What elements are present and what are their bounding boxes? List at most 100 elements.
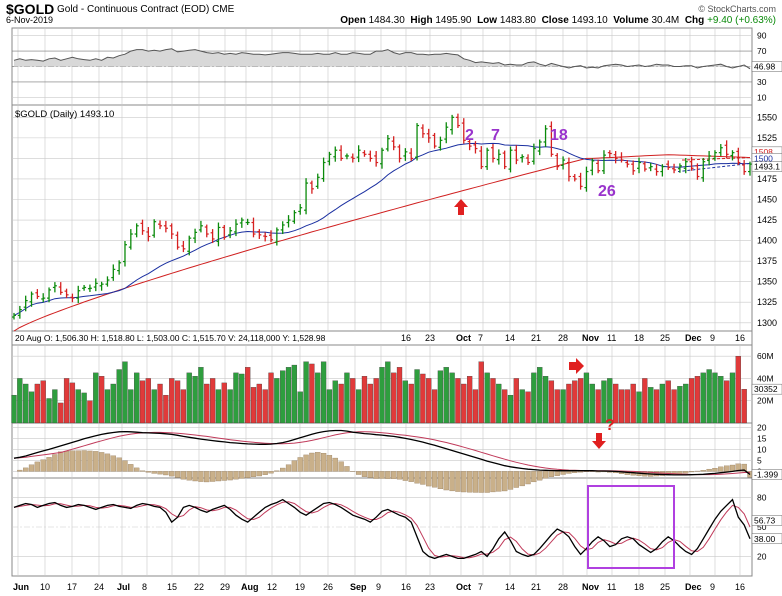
macd-histogram-bar <box>554 471 560 476</box>
macd-histogram-bar <box>122 460 128 472</box>
ohlc-bar <box>666 160 671 170</box>
x-axis-bottom-label: 16 <box>735 582 745 592</box>
ohlc-bar <box>420 124 425 138</box>
ohlc-bar <box>356 145 361 163</box>
macd-histogram-bar <box>332 457 338 472</box>
ohlc-bar <box>601 150 606 175</box>
macd-histogram-bar <box>379 471 385 479</box>
volume-bar <box>297 391 303 424</box>
x-axis-top-label: 18 <box>634 333 644 343</box>
macd-histogram-bar <box>560 471 566 475</box>
ohlc-bar <box>572 174 577 182</box>
volume-bar <box>729 372 736 424</box>
x-axis-top-label: 28 <box>558 333 568 343</box>
volume-bar <box>151 389 157 424</box>
rsi-tick-label: 30 <box>757 77 767 87</box>
macd-histogram-bar <box>215 471 222 482</box>
macd-histogram-bar <box>157 471 163 475</box>
volume-bar <box>291 364 298 424</box>
count-label-7: 7 <box>491 127 500 144</box>
volume-bar <box>671 389 677 424</box>
volume-bar <box>134 372 140 424</box>
rsi-fill <box>14 48 750 69</box>
ohlc-bar <box>111 264 116 281</box>
x-axis-top-label: Oct <box>456 333 471 343</box>
volume-bar <box>531 372 537 424</box>
volume-bar <box>630 383 636 424</box>
volume-bar <box>431 389 438 424</box>
volume-bar <box>607 378 613 424</box>
volume-bar <box>741 389 747 424</box>
ohlc-bar <box>204 224 209 238</box>
volume-bar <box>391 372 397 424</box>
volume-bar <box>309 363 315 424</box>
ohlc-bar <box>514 145 519 165</box>
change-value: +9.40 (+0.63%) <box>707 15 776 26</box>
ma-fast-tag: 1500 <box>754 153 773 163</box>
x-axis-bottom-label: Jun <box>13 582 29 592</box>
ohlc-bar <box>350 153 355 163</box>
macd-histogram-bar <box>192 471 198 482</box>
macd-histogram-bar <box>245 471 251 479</box>
ohlc-bar <box>87 284 92 292</box>
macd-histogram-bar <box>478 471 484 493</box>
ohlc-bar <box>35 289 40 299</box>
ohlc-bar <box>625 160 630 168</box>
ohlc-bar <box>47 287 52 303</box>
volume-bar <box>274 378 280 424</box>
x-axis-bottom-label: 17 <box>67 582 77 592</box>
macd-histogram-bar <box>525 471 531 485</box>
count-label-18: 18 <box>550 127 568 144</box>
ohlc-bar <box>134 223 139 238</box>
brand-watermark[interactable]: © StockCharts.com <box>698 4 776 14</box>
macd-histogram-bar <box>443 471 449 491</box>
volume-bar <box>642 378 648 424</box>
price-footer-strip <box>11 330 753 346</box>
volume-bar <box>52 389 58 424</box>
ohlc-bar <box>344 153 349 160</box>
volume-bar <box>46 398 52 424</box>
macd-histogram-bar <box>280 467 286 472</box>
ohlc-bar <box>555 153 560 170</box>
macd-histogram-bar <box>303 454 309 472</box>
macd-histogram-bar <box>572 471 578 473</box>
x-axis-bottom-label: 28 <box>558 582 568 592</box>
volume-bar <box>677 386 683 424</box>
macd-histogram-bar <box>274 470 280 472</box>
volume-bar <box>373 378 379 424</box>
macd-tick-label: 15 <box>757 433 767 443</box>
volume-bar <box>268 372 274 424</box>
volume-bar <box>93 372 99 424</box>
x-axis-bottom-label: Sep <box>350 582 367 592</box>
macd-histogram-bar <box>198 471 204 482</box>
x-axis-bottom-label: 8 <box>142 582 147 592</box>
price-legend: $GOLD (Daily) 1493.10 <box>15 109 114 120</box>
count-label-26: 26 <box>598 183 616 200</box>
ohlc-bar <box>683 158 688 174</box>
ohlc-bar <box>58 282 63 295</box>
macd-histogram-bar <box>28 464 35 472</box>
ohlc-bar <box>508 146 513 173</box>
macd-histogram-bar <box>391 471 397 479</box>
macd-histogram-bar <box>414 471 420 484</box>
volume-bar <box>23 383 29 424</box>
volume-bar <box>618 389 625 424</box>
macd-histogram-bar <box>741 463 747 472</box>
up-arrow-marker <box>454 199 468 215</box>
macd-histogram-bar <box>163 471 169 476</box>
ohlc-bar <box>321 157 326 182</box>
macd-histogram-bar <box>180 471 187 480</box>
ohlc-bar <box>391 136 396 151</box>
volume-bar <box>700 372 706 424</box>
ohlc-bar <box>368 150 373 162</box>
macd-histogram-bar <box>139 470 146 472</box>
volume-bar <box>285 367 292 424</box>
volume-bar <box>69 382 76 424</box>
ohlc-bar <box>327 151 332 166</box>
x-axis-bottom-label: Dec <box>685 582 702 592</box>
ohlc-bar <box>712 150 717 161</box>
ohlc-bar <box>707 151 712 166</box>
volume-bar <box>426 378 432 424</box>
volume-bar <box>502 389 508 424</box>
